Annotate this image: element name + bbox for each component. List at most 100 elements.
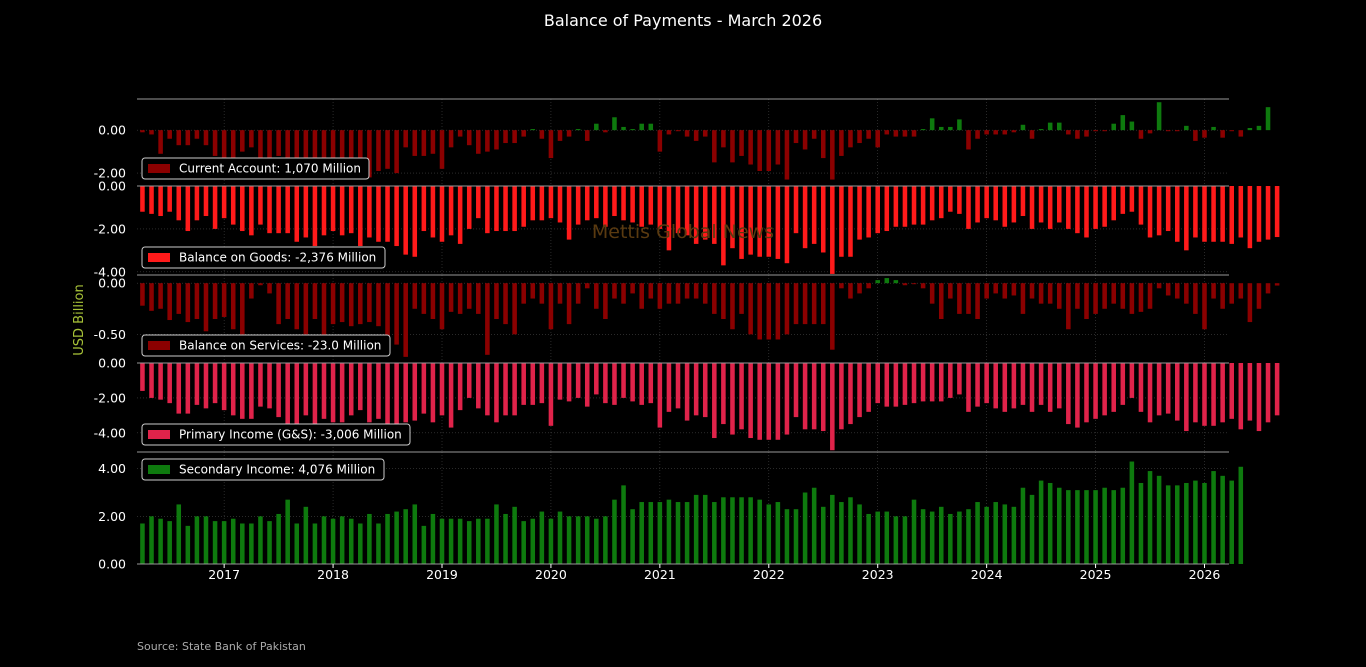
bar-goods (1102, 186, 1107, 227)
bar-secondary_income (902, 516, 908, 564)
bar-goods (730, 186, 735, 249)
bar-services (230, 283, 236, 330)
bar-secondary_income (303, 506, 309, 564)
bar-goods (893, 186, 899, 227)
bar-secondary_income (657, 502, 663, 564)
bar-primary_income (1174, 363, 1180, 421)
bar-goods (702, 186, 708, 240)
legend-label: Balance on Services: -23.0 Million (179, 339, 381, 353)
bar-current_account (267, 130, 272, 165)
bar-secondary_income (848, 497, 853, 564)
bar-services (1056, 283, 1062, 309)
bar-goods (358, 186, 363, 247)
y-axis-label: USD Billion (72, 284, 87, 355)
bar-current_account (675, 130, 681, 132)
bar-current_account (1029, 130, 1035, 139)
bar-services (176, 283, 182, 314)
bar-secondary_income (258, 516, 263, 564)
bar-secondary_income (167, 521, 172, 564)
bar-services (1256, 283, 1262, 309)
legend-box (141, 246, 386, 269)
bar-secondary_income (557, 511, 563, 564)
bar-secondary_income (240, 523, 245, 564)
bar-secondary_income (993, 502, 998, 564)
bar-primary_income (548, 363, 554, 426)
bar-services (1038, 283, 1044, 304)
bar-current_account (666, 130, 672, 135)
bar-services (530, 283, 536, 299)
bar-secondary_income (684, 502, 690, 564)
bar-secondary_income (594, 518, 599, 564)
panel-secondary_income: 4.00 2.00 0.00 Secondary Income: 4,076 Mill… (98, 451, 1244, 572)
bar-secondary_income (811, 487, 817, 564)
bar-services (811, 283, 817, 325)
bar-primary_income (938, 363, 944, 402)
bar-goods (230, 186, 236, 225)
bar-services (1084, 283, 1089, 319)
bar-goods (1229, 186, 1234, 244)
bar-primary_income (240, 363, 245, 419)
bar-services (376, 283, 381, 327)
legend-primary_income: Primary Income (G&S): -3,006 Million (141, 423, 411, 446)
bar-services (221, 283, 227, 317)
bar-goods (430, 186, 436, 238)
bar-secondary_income (857, 504, 862, 564)
bar-goods (376, 186, 381, 242)
bar-primary_income (1029, 363, 1035, 412)
x-axis: 2017 2018 2019 2020 2021 2022 2023 2024 2025 2026 (137, 563, 1229, 582)
bar-services (721, 283, 726, 319)
bar-goods (830, 186, 835, 274)
bar-services (1274, 283, 1280, 286)
bar-current_account (430, 130, 436, 154)
bar-primary_income (348, 363, 354, 416)
bar-secondary_income (249, 523, 254, 564)
bar-secondary_income (276, 513, 281, 564)
bar-goods (1029, 186, 1035, 229)
bar-primary_income (358, 363, 363, 411)
bar-secondary_income (1075, 490, 1080, 564)
bar-current_account (830, 130, 835, 180)
bar-secondary_income (929, 511, 935, 564)
bar-current_account (140, 130, 145, 133)
legend-swatch (148, 430, 170, 439)
bar-services (1138, 283, 1144, 312)
legend-swatch (148, 164, 170, 173)
bar-services (267, 283, 272, 294)
bar-primary_income (1075, 363, 1080, 428)
bar-goods (476, 186, 481, 219)
bar-current_account (1229, 130, 1234, 132)
bar-current_account (521, 130, 526, 137)
bar-services (539, 283, 545, 304)
bar-goods (993, 186, 998, 221)
bar-primary_income (721, 363, 726, 425)
bar-services (839, 283, 844, 289)
bar-goods (258, 186, 263, 225)
bar-services (1193, 283, 1198, 314)
bar-goods (1265, 186, 1271, 240)
bar-secondary_income (185, 525, 191, 564)
bar-services (784, 283, 790, 335)
bar-current_account (920, 129, 926, 131)
bar-goods (348, 186, 354, 234)
bar-primary_income (1011, 363, 1017, 409)
bar-primary_income (1229, 363, 1234, 419)
bar-secondary_income (675, 502, 681, 564)
bar-secondary_income (1002, 504, 1008, 564)
bar-goods (321, 186, 327, 236)
bar-current_account (1047, 122, 1053, 131)
bar-services (957, 283, 962, 314)
y-tick-label: -4.00 (94, 264, 126, 279)
bar-secondary_income (1229, 480, 1234, 564)
bar-secondary_income (149, 516, 154, 564)
x-tick-label: 2019 (426, 567, 458, 582)
bar-secondary_income (430, 513, 436, 564)
bar-current_account (494, 130, 499, 150)
bar-primary_income (1220, 363, 1225, 423)
bar-current_account (657, 130, 663, 152)
bar-goods (857, 186, 862, 240)
bar-primary_income (294, 363, 300, 425)
bar-primary_income (948, 363, 953, 398)
bar-current_account (1211, 126, 1216, 131)
x-tick-label: 2024 (971, 567, 1003, 582)
bar-secondary_income (385, 513, 390, 564)
